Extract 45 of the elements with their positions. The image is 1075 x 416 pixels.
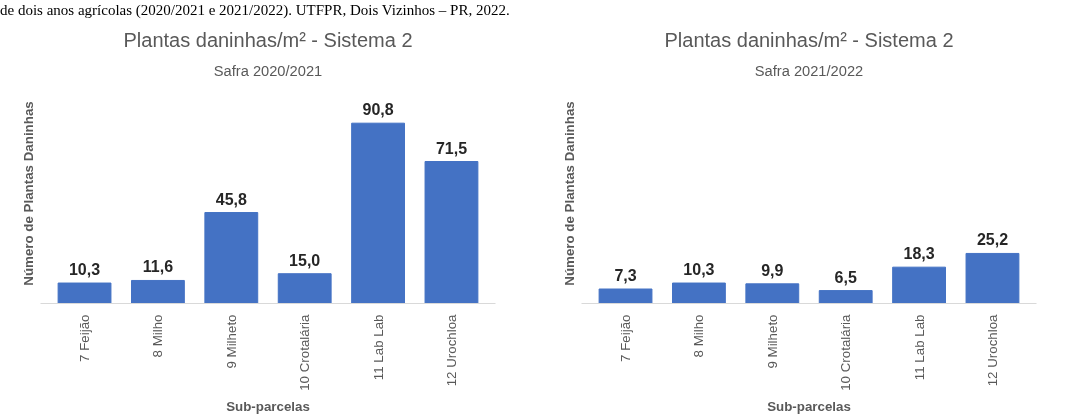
x-axis-title: Sub-parcelas: [226, 399, 310, 415]
x-tick-label: 8 Milho: [691, 314, 707, 358]
x-tick-label: 12 Urochloa: [443, 314, 459, 387]
bar: [277, 273, 332, 304]
x-tick-label: 11 Lab Lab: [370, 314, 386, 381]
chart-subtitle: Safra 2021/2022: [754, 62, 864, 79]
x-tick-label: 9 Milheto: [223, 314, 239, 369]
chart-subtitle: Safra 2020/2021: [213, 62, 323, 79]
data-label: 10,3: [683, 261, 715, 279]
bar: [672, 282, 726, 304]
x-tick-label: 7 Feijão: [618, 314, 634, 363]
data-label: 9,9: [761, 262, 784, 280]
data-label: 15,0: [289, 252, 321, 270]
bar: [818, 290, 873, 304]
chart-title: Plantas daninhas/m² - Sistema 2: [664, 28, 954, 51]
bar: [351, 123, 405, 304]
bar: [204, 212, 259, 304]
bar: [892, 267, 946, 304]
x-tick-label: 7 Feijão: [77, 314, 93, 363]
x-tick-label: 10 Crotalária: [838, 314, 854, 392]
bar: [965, 253, 1020, 304]
data-label: 7,3: [614, 267, 637, 285]
x-axis-title: Sub-parcelas: [767, 399, 851, 415]
data-label: 71,5: [435, 139, 468, 157]
chart-title: Plantas daninhas/m² - Sistema 2: [123, 28, 413, 51]
x-tick-label: 10 Crotalária: [297, 314, 313, 392]
data-label: 11,6: [142, 258, 174, 276]
y-axis-title: Número de Plantas Daninhas: [561, 101, 577, 287]
y-axis-title: Número de Plantas Daninhas: [20, 101, 36, 287]
text: de dois anos agrícolas (2020/2021 e 2021/2022). UTFPR, Dois Vizinhos – PR, 2022.: [0, 1, 510, 20]
data-label: 45,8: [215, 190, 247, 208]
x-tick-label: 12 Urochloa: [984, 314, 1000, 387]
data-label: 18,3: [903, 245, 935, 263]
x-tick-label: 11 Lab Lab: [911, 314, 927, 381]
bar: [598, 288, 653, 304]
bar: [57, 282, 112, 304]
x-tick-label: 8 Milho: [150, 314, 166, 358]
data-label: 25,2: [976, 231, 1009, 249]
bar: [424, 161, 479, 304]
data-label: 10,3: [68, 261, 101, 279]
data-label: 90,8: [362, 101, 394, 119]
data-label: 6,5: [834, 269, 857, 287]
x-tick-label: 9 Milheto: [764, 314, 780, 369]
bar: [745, 283, 800, 304]
bar: [131, 280, 185, 304]
